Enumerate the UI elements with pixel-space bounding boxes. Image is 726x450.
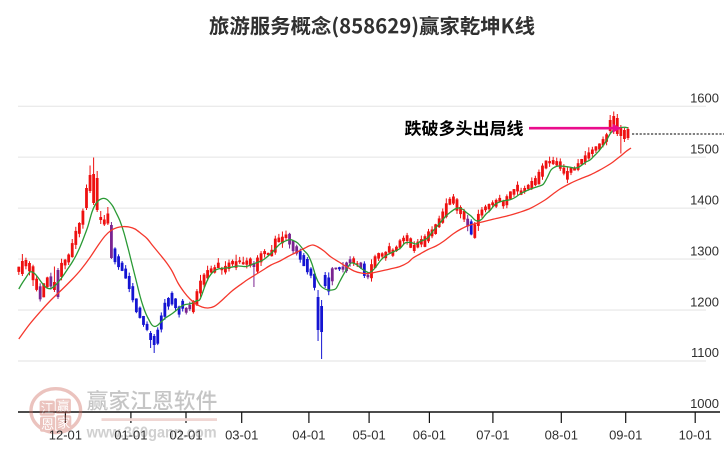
svg-text:www.360gann.com: www.360gann.com [86,424,217,441]
svg-text:1400: 1400 [690,192,719,207]
svg-text:1000: 1000 [690,396,719,411]
svg-text:01-01: 01-01 [114,428,147,443]
svg-text:1500: 1500 [690,141,719,156]
svg-text:05-01: 05-01 [352,428,385,443]
svg-text:02-01: 02-01 [169,428,202,443]
svg-text:06-01: 06-01 [413,428,446,443]
svg-text:1100: 1100 [691,345,719,360]
svg-text:1600: 1600 [690,91,719,106]
svg-text:12-01: 12-01 [49,428,82,443]
svg-text:1300: 1300 [690,243,719,258]
svg-text:04-01: 04-01 [292,428,325,443]
svg-text:1200: 1200 [690,294,719,309]
svg-text:03-01: 03-01 [225,428,258,443]
svg-text:08-01: 08-01 [545,428,578,443]
svg-text:07-01: 07-01 [476,428,509,443]
svg-text:09-01: 09-01 [609,428,642,443]
svg-text:10-01: 10-01 [679,428,712,443]
